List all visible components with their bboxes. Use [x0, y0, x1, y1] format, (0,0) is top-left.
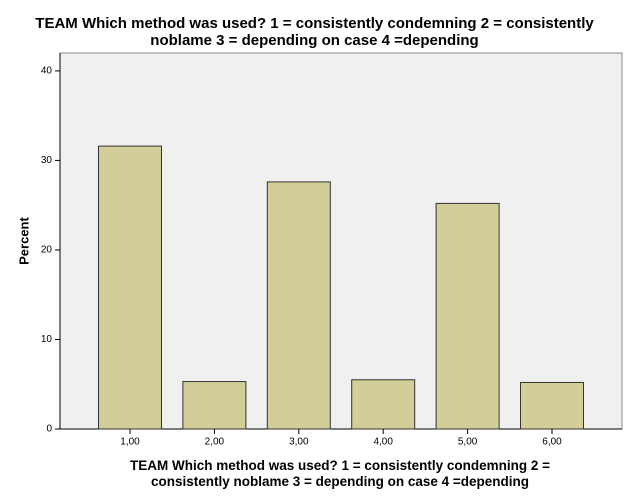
x-tick-label: 5,00	[458, 437, 478, 448]
y-tick-label: 30	[41, 155, 53, 166]
x-tick-label: 6,00	[542, 437, 562, 448]
bar	[182, 381, 247, 430]
x-tick-label: 4,00	[373, 437, 393, 448]
x-tick-label: 2,00	[205, 437, 225, 448]
y-axis-label: Percent	[16, 216, 31, 264]
x-tick-label: 1,00	[120, 437, 140, 448]
bar	[435, 202, 500, 430]
x-tick-label: 3,00	[289, 437, 309, 448]
bar	[520, 381, 584, 430]
bar	[351, 379, 416, 430]
bar	[266, 181, 331, 430]
chart-title: TEAM Which method was used? 1 = consiste…	[35, 15, 594, 49]
y-tick-label: 10	[41, 334, 53, 345]
y-tick-label: 0	[46, 424, 52, 435]
y-tick-label: 40	[41, 66, 53, 77]
bar	[98, 145, 162, 430]
y-tick-label: 20	[41, 245, 53, 256]
x-axis-label: TEAM Which method was used? 1 = consiste…	[129, 458, 551, 489]
